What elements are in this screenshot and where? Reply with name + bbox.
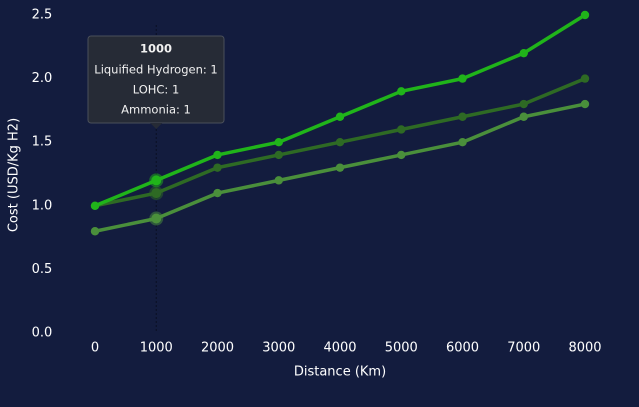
point <box>90 227 100 236</box>
tooltip-arrow <box>150 123 163 129</box>
y-tick-label: 2.0 <box>32 71 53 86</box>
point <box>274 138 283 147</box>
point <box>519 48 528 58</box>
tooltip: 1000 Liquified Hydrogen: 1 LOHC: 1 Ammonia:… <box>87 35 225 129</box>
point <box>274 176 283 185</box>
point <box>458 138 467 147</box>
y-tick-label: 0.0 <box>32 326 53 341</box>
y-axis-label: Cost (USD/Kg H2) <box>7 118 22 232</box>
x-tick-label: 2000 <box>201 341 234 356</box>
point <box>580 99 590 109</box>
point <box>151 188 162 199</box>
x-tick-label: 4000 <box>323 341 356 356</box>
x-axis-label: Distance (Km) <box>294 365 386 380</box>
point <box>151 213 162 224</box>
y-tick-label: 2.5 <box>32 8 53 23</box>
point <box>519 112 528 121</box>
point <box>580 74 590 83</box>
point <box>213 188 222 198</box>
x-tick-label: 5000 <box>385 341 418 356</box>
point <box>580 10 590 20</box>
point <box>397 150 406 160</box>
x-tick-label: 1000 <box>140 341 173 356</box>
tooltip-line: Liquified Hydrogen: 1 <box>94 63 217 77</box>
point <box>90 201 100 210</box>
x-tick-label: 3000 <box>262 341 295 356</box>
y-tick-label: 1.5 <box>32 135 53 150</box>
point <box>151 175 162 186</box>
point <box>335 163 345 172</box>
point <box>458 112 467 121</box>
point <box>335 112 345 121</box>
point <box>519 99 528 109</box>
point <box>397 125 406 134</box>
tooltip-title: 1000 <box>140 42 172 56</box>
point <box>397 87 406 96</box>
tooltip-line: Ammonia: 1 <box>121 103 191 117</box>
point <box>335 138 345 147</box>
x-tick-label: 6000 <box>446 341 479 356</box>
x-tick-label: 7000 <box>507 341 540 356</box>
y-tick-label: 0.5 <box>32 262 53 277</box>
tooltip-line: LOHC: 1 <box>133 83 180 97</box>
point <box>274 150 283 160</box>
x-tick-label: 8000 <box>568 341 601 356</box>
point <box>213 150 222 160</box>
x-tick-label: 0 <box>91 341 99 356</box>
point <box>458 74 467 83</box>
point <box>213 163 222 172</box>
y-tick-label: 1.0 <box>32 198 53 213</box>
